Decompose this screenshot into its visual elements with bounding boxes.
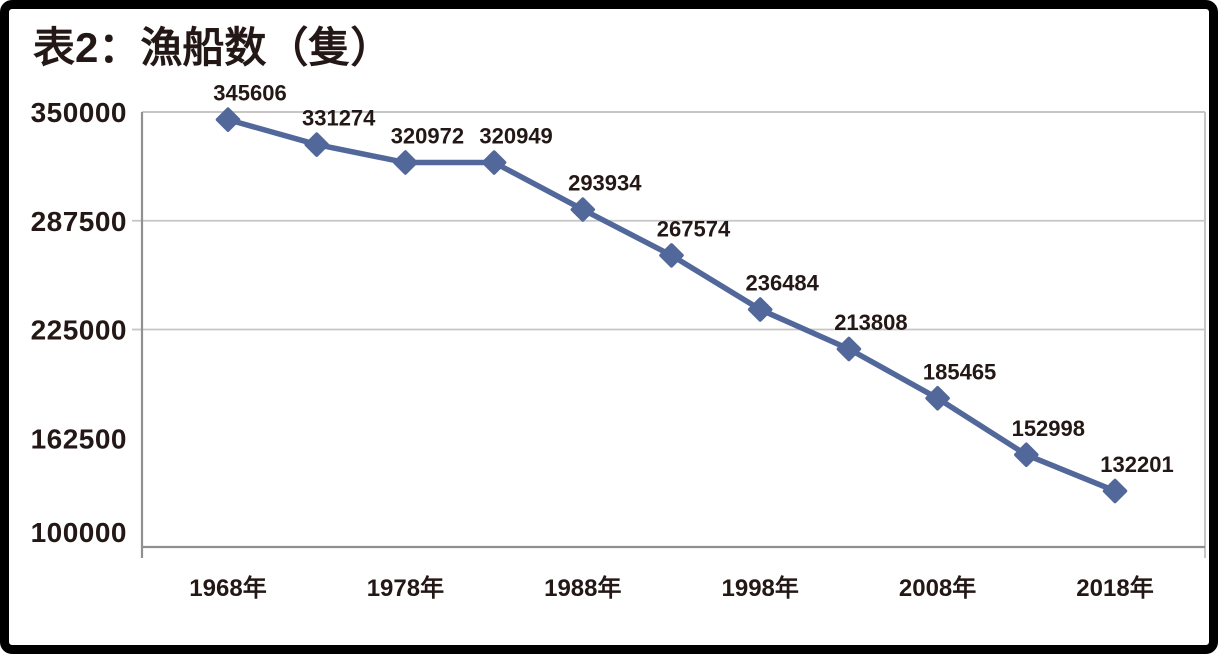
data-point-marker [1102, 478, 1128, 504]
x-axis-tick-label: 2008年 [899, 574, 976, 602]
data-point-marker [747, 297, 773, 322]
y-axis-tick-label: 225000 [31, 315, 127, 346]
x-axis-tick-label: 2018年 [1076, 574, 1153, 602]
data-point-label: 320972 [391, 124, 464, 149]
data-point-marker [304, 132, 329, 157]
data-point-label: 293934 [568, 171, 642, 196]
data-point-marker [659, 243, 684, 268]
data-point-label: 320949 [479, 124, 552, 149]
y-axis-tick-label: 350000 [31, 97, 127, 128]
data-point-marker [925, 386, 950, 411]
data-point-marker [393, 150, 418, 175]
y-axis-tick-label: 100000 [31, 517, 127, 548]
x-axis-tick-label: 1988年 [544, 574, 621, 602]
y-axis-tick-label: 162500 [31, 423, 127, 454]
data-point-marker [215, 107, 241, 132]
data-point-label: 152998 [1012, 416, 1085, 441]
y-axis-tick-label: 287500 [31, 206, 127, 237]
data-point-label: 345606 [213, 81, 286, 106]
data-point-marker [836, 336, 862, 362]
chart-title: 表2：漁船数（隻） [33, 24, 393, 71]
data-point-label: 132201 [1100, 452, 1173, 477]
series-line [225, 116, 1118, 494]
data-point-marker [1014, 442, 1039, 468]
x-axis-tick-label: 1998年 [722, 574, 799, 602]
data-point-label: 185465 [923, 359, 996, 384]
data-point-label: 236484 [745, 271, 819, 296]
data-point-label: 213808 [834, 310, 907, 335]
data-point-label: 331274 [302, 106, 376, 131]
data-point-label: 267574 [657, 216, 731, 241]
x-axis-tick-label: 1968年 [189, 574, 266, 602]
data-point-marker [481, 150, 507, 175]
x-axis-tick-label: 1978年 [367, 574, 444, 602]
data-point-marker [570, 197, 596, 222]
